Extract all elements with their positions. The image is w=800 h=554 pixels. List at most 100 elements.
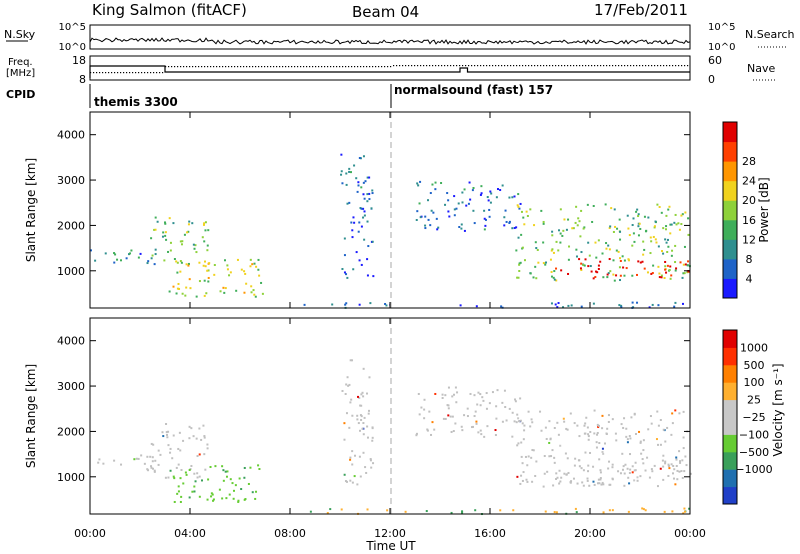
velocity-cell (548, 455, 551, 458)
nave-dot (231, 66, 233, 68)
power-cell (555, 240, 558, 243)
power-cell (665, 241, 668, 244)
velocity-cell (351, 481, 354, 484)
power-cell (150, 237, 153, 240)
nave-dot (126, 72, 128, 74)
power-cell (519, 202, 522, 205)
power-cell (486, 196, 489, 199)
power-cell (229, 271, 232, 274)
power-cell (352, 216, 355, 219)
power-cell (556, 306, 559, 309)
nave-dot (423, 65, 425, 67)
velocity-cell (444, 394, 447, 397)
power-cell (651, 303, 654, 306)
velocity-cell (449, 415, 452, 418)
velocity-cell (667, 474, 670, 477)
power-cell (592, 302, 595, 305)
nave-dot (606, 65, 608, 67)
velocity-cell (531, 448, 534, 451)
power-cell (385, 304, 388, 307)
power-cell (366, 220, 369, 223)
power-cell (303, 303, 306, 306)
velocity-cell (598, 482, 601, 485)
velocity-cell (530, 418, 533, 421)
velocity-cell (188, 437, 191, 440)
velocity-cell (483, 435, 486, 438)
power-cell (654, 238, 657, 241)
power-cell (621, 255, 624, 258)
velocity-cell (177, 485, 180, 488)
nave-dot (225, 66, 227, 68)
power-cell (597, 264, 600, 267)
velocity-cell (593, 409, 596, 412)
power-cell (631, 224, 634, 227)
nave-dot (411, 65, 413, 67)
power-cell (551, 248, 554, 251)
power-cell (460, 227, 463, 230)
velocity-cell (667, 463, 670, 466)
power-colorbar: 4 8 12 16 20 24 28 (722, 121, 756, 299)
velocity-cell (362, 367, 365, 370)
y-tick-label: 1000 (57, 471, 85, 484)
power-cell (185, 263, 188, 266)
power-cell (355, 251, 358, 254)
velocity-cell (470, 426, 473, 429)
colorbar-tick-label: −1000 (735, 463, 772, 476)
power-cell (179, 270, 182, 273)
power-cell (650, 272, 653, 275)
power-cell (371, 240, 374, 243)
velocity-cell (689, 472, 692, 475)
power-cell (668, 205, 671, 208)
velocity-cell (550, 455, 553, 458)
nave-dot (285, 66, 287, 68)
nave-dot (681, 65, 683, 67)
nave-dot (372, 66, 374, 68)
velocity-cell (184, 471, 187, 474)
nave-dot (585, 65, 587, 67)
power-cell (207, 276, 210, 279)
velocity-cell (601, 481, 604, 484)
power-cell (599, 260, 602, 263)
power-cell (164, 234, 167, 237)
nave-dot (405, 65, 407, 67)
power-cell (164, 231, 167, 234)
power-cell (154, 216, 157, 219)
velocity-cell (349, 458, 352, 461)
velocity-cell (670, 433, 673, 436)
nave-dot (402, 65, 404, 67)
nave-dot (318, 66, 320, 68)
velocity-cell (209, 465, 212, 468)
power-cell (545, 261, 548, 264)
velocity-cell (362, 422, 365, 425)
power-cell (619, 230, 622, 233)
velocity-cell (678, 470, 681, 473)
colorbar-swatch (723, 364, 737, 383)
power-cell (667, 208, 670, 211)
power-cell (260, 281, 263, 284)
velocity-cell (188, 468, 191, 471)
power-cell (505, 220, 508, 223)
nave-dot (609, 65, 611, 67)
velocity-cell (167, 476, 170, 479)
nave-dot (339, 66, 341, 68)
velocity-cell (165, 422, 168, 425)
velocity-cell (221, 465, 224, 468)
power-cell (517, 193, 520, 196)
power-cell (683, 245, 686, 248)
velocity-cell (456, 391, 459, 394)
power-cell (619, 238, 622, 241)
power-cell (114, 253, 117, 256)
velocity-cell (534, 474, 537, 477)
power-cell (331, 303, 334, 306)
velocity-cell (602, 483, 605, 486)
power-cell (490, 192, 493, 195)
power-cell (472, 209, 475, 212)
colorbar-swatch (723, 239, 737, 260)
power-cell (90, 249, 93, 252)
velocity-cell (519, 397, 522, 400)
velocity-cell (190, 427, 193, 430)
velocity-cell (345, 480, 348, 483)
velocity-cell (369, 459, 372, 462)
velocity-cell (257, 464, 260, 467)
velocity-cell (650, 468, 653, 471)
